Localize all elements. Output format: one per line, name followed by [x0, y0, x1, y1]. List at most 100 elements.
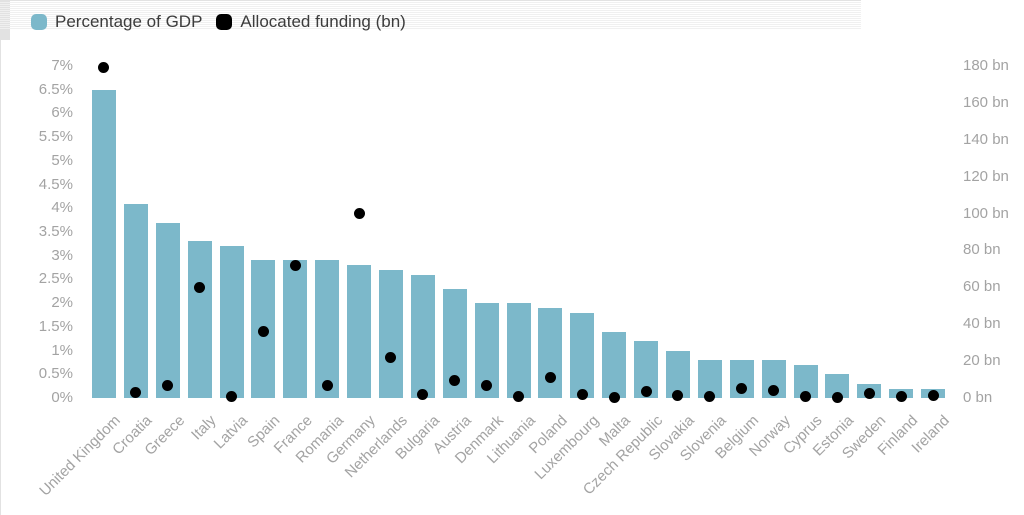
gridline: [0, 18, 861, 19]
gridline: [0, 2, 861, 3]
bar-estonia[interactable]: [825, 374, 850, 398]
left-axis-tick: [0, 23, 10, 24]
y-axis-label-right: 0 bn: [963, 389, 993, 406]
y-axis-label-right: 60 bn: [963, 278, 1001, 296]
gridline: [0, 20, 861, 21]
bar-luxembourg[interactable]: [570, 312, 595, 398]
bar-united-kingdom[interactable]: [91, 89, 116, 398]
y-axis-label-left: 5.5%: [38, 128, 73, 146]
y-axis-label-left: 3.5%: [38, 223, 73, 240]
bar-bulgaria[interactable]: [410, 274, 435, 398]
y-axis-label-left: 0.5%: [38, 365, 73, 383]
gridline: [0, 8, 861, 9]
funding-dot-poland[interactable]: [544, 372, 556, 384]
right-axis-tick: [0, 33, 10, 34]
funding-dot-norway[interactable]: [768, 385, 780, 397]
legend-label: Allocated funding (bn): [240, 12, 406, 31]
left-axis-tick: [0, 29, 10, 30]
funding-dot-luxembourg[interactable]: [576, 388, 588, 400]
right-axis-tick: [0, 37, 10, 38]
funding-dot-lithuania[interactable]: [513, 390, 524, 402]
y-axis-label-left: 6.5%: [38, 80, 73, 98]
legend-item-percentage-of-gdp[interactable]: Percentage of GDP: [31, 12, 202, 32]
right-axis-tick: [0, 30, 10, 31]
bar-italy[interactable]: [187, 241, 212, 398]
funding-dot-ireland[interactable]: [927, 390, 939, 402]
right-axis-tick: [0, 35, 10, 36]
bar-netherlands[interactable]: [378, 269, 403, 398]
funding-dot-malta[interactable]: [608, 391, 620, 403]
left-axis-tick: [0, 15, 10, 16]
left-axis-tick: [0, 9, 10, 10]
funding-dot-germany[interactable]: [353, 208, 365, 220]
funding-dot-bulgaria[interactable]: [417, 388, 429, 400]
y-axis-label-right: 80 bn: [963, 241, 1001, 259]
legend: Percentage of GDP Allocated funding (bn): [31, 12, 406, 32]
funding-dot-denmark[interactable]: [481, 379, 493, 391]
bar-lithuania[interactable]: [506, 303, 531, 398]
left-axis-tick: [0, 17, 10, 18]
y-axis-label-right: 120 bn: [963, 167, 1009, 185]
right-axis-tick: [0, 39, 10, 40]
funding-dot-estonia[interactable]: [831, 391, 843, 403]
gridline: [0, 0, 861, 1]
funding-dot-italy[interactable]: [194, 281, 206, 293]
right-axis-tick: [0, 32, 10, 33]
left-axis-tick: [0, 3, 10, 4]
funding-dot-slovakia[interactable]: [672, 389, 684, 401]
bar-series-swatch-icon: [31, 14, 47, 30]
funding-dot-spain[interactable]: [257, 326, 269, 338]
y-axis-label-right: 100 bn: [963, 204, 1009, 222]
funding-dot-cyprus[interactable]: [800, 390, 811, 402]
bar-latvia[interactable]: [219, 246, 244, 398]
gridline: [0, 14, 861, 15]
left-axis-tick: [0, 27, 10, 28]
left-axis-line: [0, 40, 1, 381]
funding-dot-romania[interactable]: [321, 379, 333, 391]
funding-dot-latvia[interactable]: [226, 390, 237, 402]
gridline: [0, 12, 861, 13]
funding-dot-croatia[interactable]: [130, 386, 142, 398]
left-axis-tick: [0, 11, 10, 12]
gridline: [0, 4, 861, 5]
funding-dot-france[interactable]: [289, 259, 301, 271]
funding-dot-united-kingdom[interactable]: [98, 62, 110, 74]
scatter-series-swatch-icon: [216, 14, 233, 30]
gridline: [0, 24, 861, 25]
bar-germany[interactable]: [347, 265, 372, 398]
bar-france[interactable]: [283, 260, 308, 398]
gridline: [0, 16, 861, 17]
bar-greece[interactable]: [155, 222, 180, 398]
y-axis-label-left: 0%: [51, 389, 73, 406]
y-axis-label-left: 3%: [51, 246, 73, 264]
y-axis-label-left: 1%: [51, 341, 73, 359]
gridline: [0, 10, 861, 11]
funding-dot-finland[interactable]: [895, 390, 907, 402]
legend-label: Percentage of GDP: [55, 12, 203, 31]
funding-dot-greece[interactable]: [162, 379, 174, 391]
bar-poland[interactable]: [538, 307, 563, 398]
y-axis-label-right: 180 bn: [963, 57, 1009, 74]
left-axis-tick: [0, 25, 10, 26]
right-axis-tick: [0, 34, 10, 35]
funding-dot-slovenia[interactable]: [704, 391, 716, 403]
gridline: [0, 26, 861, 27]
funding-dot-belgium[interactable]: [736, 383, 748, 395]
right-axis-tick: [0, 31, 10, 32]
bar-malta[interactable]: [602, 331, 627, 398]
funding-dot-sweden[interactable]: [863, 388, 875, 400]
funding-dot-czech-republic[interactable]: [640, 386, 652, 398]
left-axis-tick: [0, 19, 10, 20]
right-axis-tick: [0, 36, 10, 37]
gridline: [0, 6, 861, 7]
bar-romania[interactable]: [315, 260, 340, 398]
funding-dot-austria[interactable]: [449, 374, 461, 386]
y-axis-label-left: 1.5%: [38, 317, 73, 335]
bar-croatia[interactable]: [123, 203, 148, 398]
y-axis-label-left: 2.5%: [38, 270, 73, 288]
x-axis-label-latvia: Latvia: [211, 412, 252, 453]
legend-item-allocated-funding[interactable]: Allocated funding (bn): [216, 12, 406, 32]
funding-dot-netherlands[interactable]: [385, 351, 397, 363]
